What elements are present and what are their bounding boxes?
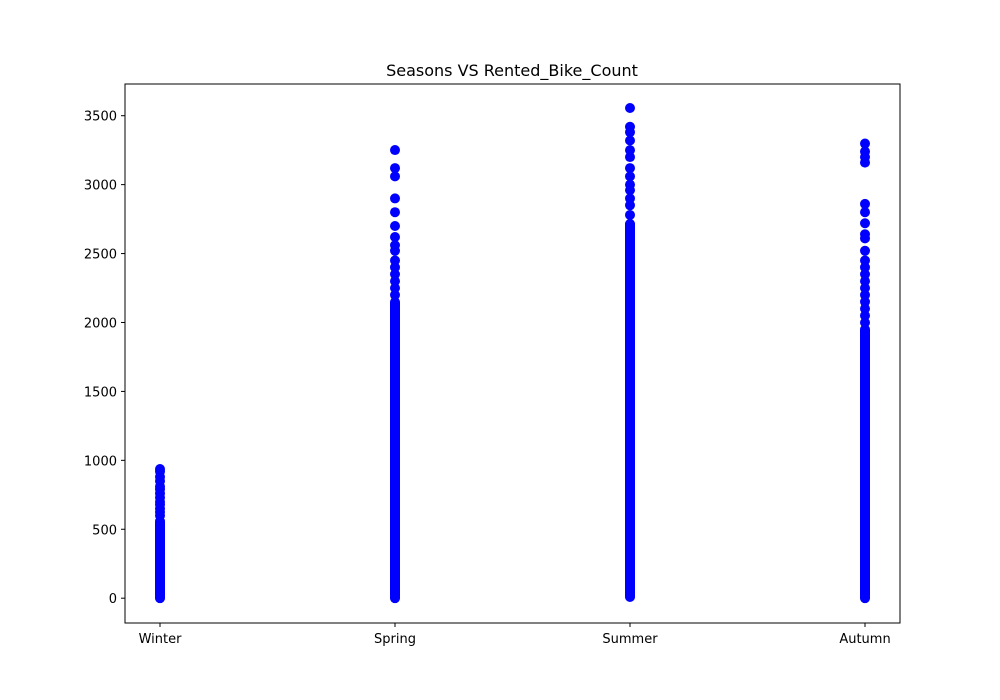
data-point: [860, 245, 870, 256]
chart-title: Seasons VS Rented_Bike_Count: [386, 61, 638, 81]
x-tick-label: Winter: [139, 632, 183, 647]
y-tick-label: 3000: [84, 179, 117, 194]
y-tick-label: 3500: [84, 110, 117, 125]
x-tick-label: Autumn: [839, 632, 890, 647]
data-point: [390, 240, 400, 251]
data-point: [860, 146, 870, 157]
data-point: [155, 464, 165, 475]
data-point: [860, 138, 870, 149]
x-tick-label: Summer: [602, 632, 658, 647]
data-point: [390, 289, 400, 300]
data-point: [625, 145, 635, 156]
data-point: [625, 200, 635, 211]
data-point: [860, 262, 870, 273]
data-point: [625, 135, 635, 146]
data-point: [390, 255, 400, 266]
x-tick-label: Spring: [374, 632, 416, 647]
data-point: [860, 289, 870, 300]
series-autumn: [860, 138, 870, 604]
data-point: [860, 218, 870, 229]
data-point: [860, 317, 870, 328]
data-points: [155, 102, 870, 604]
data-point: [860, 276, 870, 287]
data-point: [390, 232, 400, 243]
data-point: [390, 193, 400, 204]
data-point: [860, 310, 870, 321]
data-point: [625, 163, 635, 174]
data-point: [390, 145, 400, 156]
data-point: [860, 255, 870, 266]
data-point: [860, 198, 870, 209]
data-point: [390, 163, 400, 174]
data-point: [625, 193, 635, 204]
data-point: [860, 303, 870, 314]
data-point: [625, 171, 635, 182]
data-point: [625, 179, 635, 190]
data-point: [390, 220, 400, 231]
data-point: [625, 209, 635, 220]
series-spring: [390, 145, 400, 604]
data-point: [625, 121, 635, 132]
data-point: [860, 324, 870, 335]
data-point: [390, 269, 400, 280]
y-tick-label: 500: [92, 523, 117, 538]
data-point: [860, 207, 870, 218]
plot-area-frame: [124, 83, 901, 624]
y-tick-label: 0: [109, 592, 117, 607]
data-point: [390, 297, 400, 308]
data-point: [390, 276, 400, 287]
data-point: [860, 229, 870, 240]
data-point: [390, 283, 400, 294]
data-point: [625, 218, 635, 229]
data-point: [860, 296, 870, 307]
y-tick-label: 1500: [84, 385, 117, 400]
y-axis: 0 500 1000 1500 2000 2500 3000 3500: [84, 110, 125, 607]
data-point: [390, 207, 400, 218]
x-axis: Winter Spring Summer Autumn: [139, 623, 891, 647]
series-summer: [625, 102, 635, 602]
data-point: [860, 283, 870, 294]
y-tick-label: 2500: [84, 248, 117, 263]
series-winter: [155, 464, 165, 604]
y-tick-label: 1000: [84, 454, 117, 469]
data-point: [625, 152, 635, 163]
data-point: [625, 102, 635, 113]
y-tick-label: 2000: [84, 316, 117, 331]
data-point: [390, 262, 400, 273]
data-point: [860, 269, 870, 280]
data-point: [390, 171, 400, 182]
